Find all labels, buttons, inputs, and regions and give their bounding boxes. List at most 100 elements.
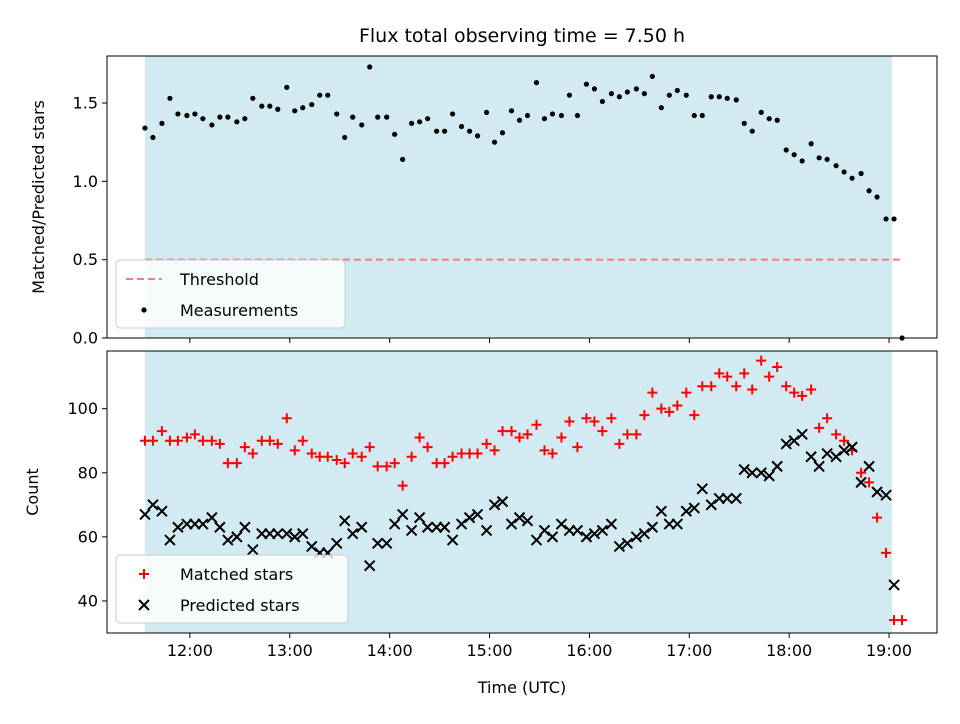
data-point <box>508 108 515 114</box>
data-point <box>384 114 390 120</box>
data-point <box>641 91 647 97</box>
data-point <box>147 435 158 446</box>
data-point <box>846 441 858 453</box>
y-tick-label: 1.5 <box>73 94 98 113</box>
data-point <box>616 94 622 100</box>
data-point <box>142 125 148 131</box>
data-point <box>781 381 792 392</box>
data-point <box>281 527 293 540</box>
data-point <box>516 117 523 123</box>
data-point <box>883 216 889 222</box>
data-point <box>864 477 875 488</box>
data-point <box>638 527 651 540</box>
data-point <box>380 537 393 549</box>
axes-frame <box>106 350 938 634</box>
data-point <box>206 511 218 524</box>
data-point <box>481 438 492 449</box>
data-point <box>446 534 459 546</box>
data-point <box>289 445 300 456</box>
data-point <box>630 531 643 543</box>
data-point <box>699 112 705 119</box>
y-tick-label: 0.0 <box>73 329 98 348</box>
data-point <box>721 492 733 505</box>
data-point <box>438 521 451 533</box>
data-point <box>730 492 742 505</box>
data-point <box>624 89 630 95</box>
y-tick-label: 60 <box>78 527 98 546</box>
legend-swatch <box>141 307 147 313</box>
data-point <box>447 451 458 462</box>
data-point <box>606 413 617 424</box>
data-point <box>200 116 206 122</box>
data-point <box>855 476 867 489</box>
data-point <box>705 499 717 511</box>
data-point <box>409 120 415 126</box>
data-point <box>222 534 234 546</box>
y-tick-label: 100 <box>67 399 98 418</box>
data-point <box>322 451 333 462</box>
data-point <box>463 511 476 524</box>
legend-box <box>115 259 346 329</box>
data-point <box>297 435 308 446</box>
data-point <box>264 435 275 446</box>
data-point <box>364 442 375 453</box>
data-point <box>564 416 575 427</box>
data-point <box>217 114 223 120</box>
data-point <box>574 112 581 119</box>
data-point <box>381 461 392 472</box>
data-point <box>796 428 808 441</box>
data-point <box>733 97 739 103</box>
data-point <box>866 188 872 194</box>
data-point <box>247 448 258 459</box>
data-point <box>405 524 418 537</box>
data-point <box>406 451 417 462</box>
data-point <box>831 429 842 440</box>
data-point <box>772 362 783 373</box>
data-point <box>766 116 772 122</box>
axes-frame <box>106 55 938 339</box>
data-point <box>581 413 592 424</box>
data-point <box>396 508 409 521</box>
data-point <box>189 429 200 440</box>
data-point <box>805 451 817 463</box>
legend: Matched stars Predicted stars <box>115 554 349 624</box>
series-dot <box>142 64 905 341</box>
data-point <box>546 531 559 543</box>
data-point <box>422 442 433 453</box>
data-point <box>400 156 406 162</box>
data-point <box>372 461 383 472</box>
data-point <box>824 156 830 162</box>
data-point <box>172 435 183 446</box>
data-point <box>309 101 315 108</box>
data-point <box>871 486 883 498</box>
data-point <box>531 419 542 430</box>
data-point <box>841 169 847 175</box>
data-point <box>289 531 301 543</box>
data-point <box>689 410 700 421</box>
data-point <box>222 458 233 469</box>
data-point <box>697 381 708 392</box>
data-point <box>521 515 534 527</box>
data-point <box>449 111 456 117</box>
data-point <box>496 495 509 508</box>
legend-label: Predicted stars <box>180 596 300 615</box>
data-point <box>334 111 340 117</box>
y-axis-label: Count <box>23 468 42 516</box>
data-point <box>474 133 481 139</box>
data-point <box>214 438 225 449</box>
data-point <box>716 94 722 100</box>
data-point <box>797 390 808 401</box>
data-point <box>471 508 484 521</box>
data-point <box>881 547 892 558</box>
data-point <box>722 371 733 382</box>
data-point <box>347 448 358 459</box>
data-point <box>434 128 440 134</box>
legend-swatch <box>138 599 150 611</box>
data-point <box>688 502 700 514</box>
data-point <box>555 518 568 530</box>
data-point <box>741 120 747 126</box>
data-point <box>583 81 590 87</box>
series-cross <box>139 428 900 591</box>
data-point <box>747 384 758 395</box>
data-point <box>674 87 680 94</box>
